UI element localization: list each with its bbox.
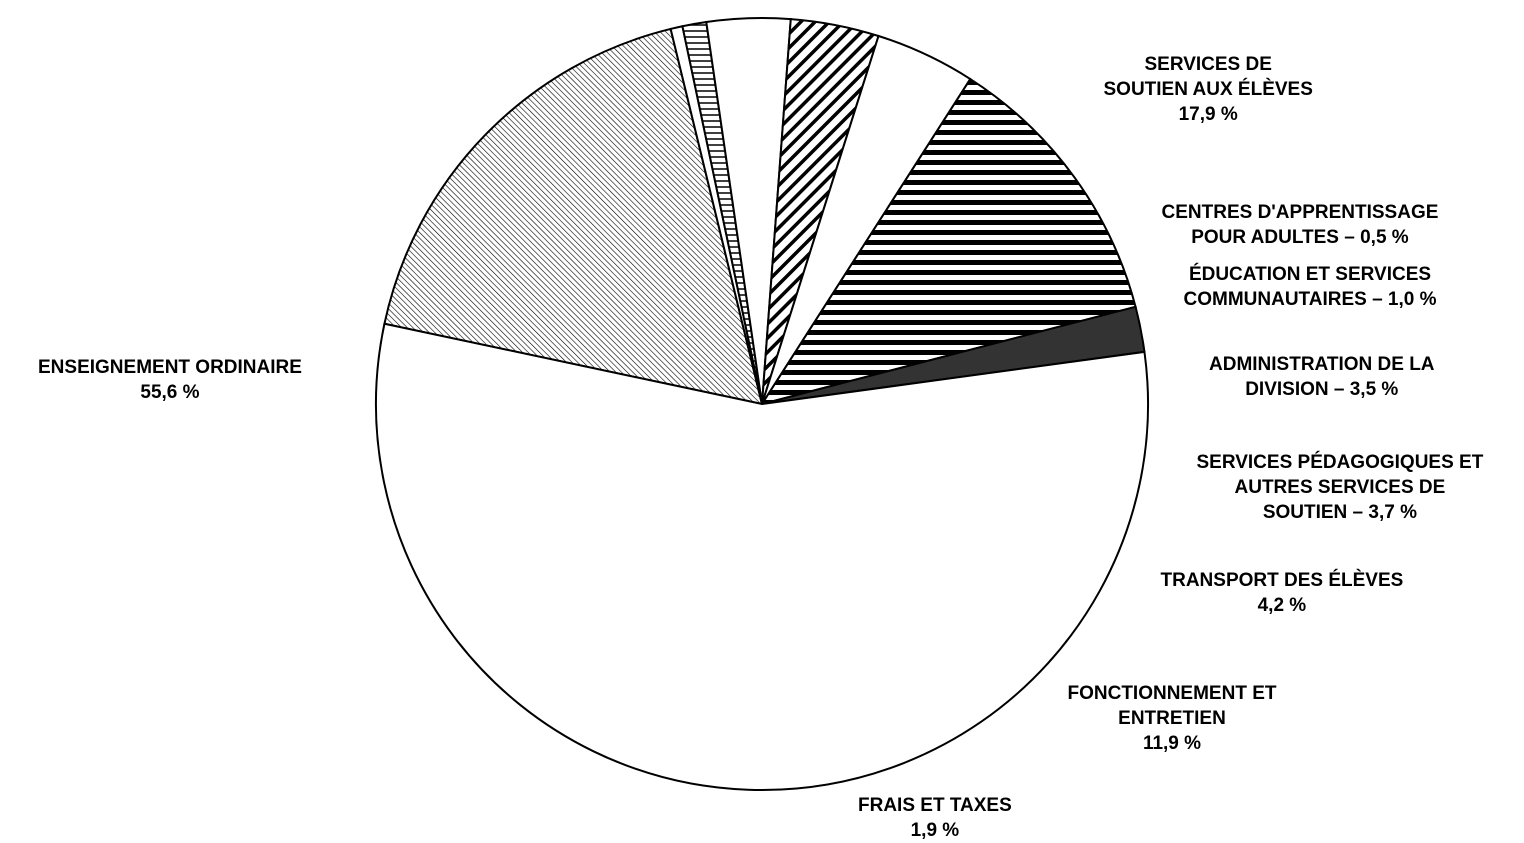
slice-label-1: SERVICES DE SOUTIEN AUX ÉLÈVES 17,9 % — [1104, 52, 1313, 127]
slice-label-line: 17,9 % — [1178, 104, 1238, 125]
pie-slice-7 — [759, 77, 1137, 406]
slice-label-line: 4,2 % — [1257, 595, 1307, 616]
slice-label-line: AUTRES SERVICES DE — [1234, 477, 1446, 498]
slice-label-line: DIVISION – 3,5 % — [1245, 379, 1399, 400]
pie-slice-1 — [383, 27, 764, 406]
slice-label-line: ENTRETIEN — [1118, 708, 1226, 729]
pie-slice-9 — [374, 322, 1149, 791]
slice-label-line: 1,9 % — [910, 820, 960, 841]
slice-label-line: ÉDUCATION ET SERVICES — [1188, 264, 1432, 285]
slice-label-7: FONCTIONNEMENT ET ENTRETIEN 11,9 % — [1068, 681, 1277, 756]
slice-label-line: CENTRES D'APPRENTISSAGE — [1161, 202, 1439, 223]
slice-label-line: COMMUNAUTAIRES – 1,0 % — [1183, 289, 1437, 310]
slice-label-line: ADMINISTRATION DE LA — [1209, 354, 1435, 375]
slice-label-2: CENTRES D'APPRENTISSAGE POUR ADULTES – 0,… — [1162, 200, 1439, 250]
slice-label-3: ÉDUCATION ET SERVICES COMMUNAUTAIRES – 1,… — [1184, 262, 1437, 312]
slice-label-line: FONCTIONNEMENT ET — [1067, 683, 1277, 704]
slice-label-line: SERVICES DE — [1144, 54, 1272, 75]
slice-label-line: TRANSPORT DES ÉLÈVES — [1160, 570, 1404, 591]
slice-label-line: SOUTIEN – 3,7 % — [1262, 502, 1417, 523]
slice-label-line: ENSEIGNEMENT ORDINAIRE — [38, 357, 302, 378]
slice-label-4: ADMINISTRATION DE LA DIVISION – 3,5 % — [1209, 352, 1435, 402]
slice-label-line: 55,6 % — [140, 382, 200, 403]
slice-label-line: POUR ADULTES – 0,5 % — [1191, 227, 1409, 248]
slice-label-6: TRANSPORT DES ÉLÈVES 4,2 % — [1161, 568, 1404, 618]
slice-label-line: 11,9 % — [1142, 733, 1202, 754]
slice-label-line: SERVICES PÉDAGOGIQUES ET — [1196, 452, 1484, 473]
slice-label-line: FRAIS ET TAXES — [858, 795, 1012, 816]
slice-label-line: SOUTIEN AUX ÉLÈVES — [1103, 79, 1313, 100]
slice-label-5: SERVICES PÉDAGOGIQUES ET AUTRES SERVICES … — [1197, 450, 1484, 525]
slice-label-9: ENSEIGNEMENT ORDINAIRE 55,6 % — [38, 355, 302, 405]
slice-label-8: FRAIS ET TAXES 1,9 % — [858, 793, 1012, 843]
